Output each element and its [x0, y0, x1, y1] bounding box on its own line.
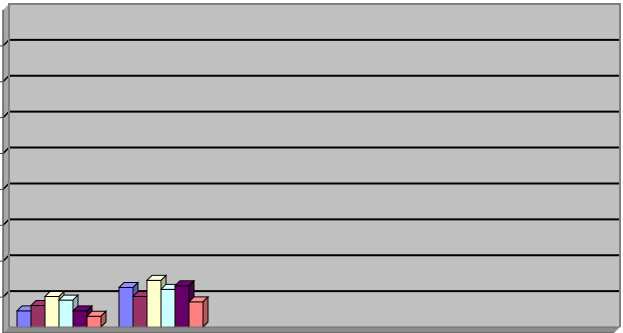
- bar: [85, 310, 108, 329]
- bars: [15, 274, 210, 329]
- bar: [187, 295, 210, 329]
- bar-front: [160, 288, 176, 328]
- plot-area: [3, 4, 620, 333]
- bar-front: [44, 295, 60, 328]
- bar-front: [132, 295, 148, 328]
- floor: [3, 327, 620, 333]
- bar-side: [100, 310, 107, 329]
- side-wall: [3, 4, 9, 333]
- gridlines: [2, 38, 620, 298]
- plot-background: [9, 4, 620, 327]
- axis-frame: [0, 3, 621, 333]
- bar-front: [86, 315, 102, 328]
- bar-front: [72, 310, 88, 328]
- bar-front: [188, 301, 204, 328]
- bar-front: [118, 287, 134, 328]
- bar-side: [202, 295, 209, 329]
- frame-outline: [8, 3, 621, 327]
- bar-front: [174, 285, 190, 328]
- bar-front: [30, 304, 46, 328]
- bar-front: [58, 299, 74, 328]
- bar-front: [16, 310, 32, 328]
- bar-front: [146, 279, 162, 328]
